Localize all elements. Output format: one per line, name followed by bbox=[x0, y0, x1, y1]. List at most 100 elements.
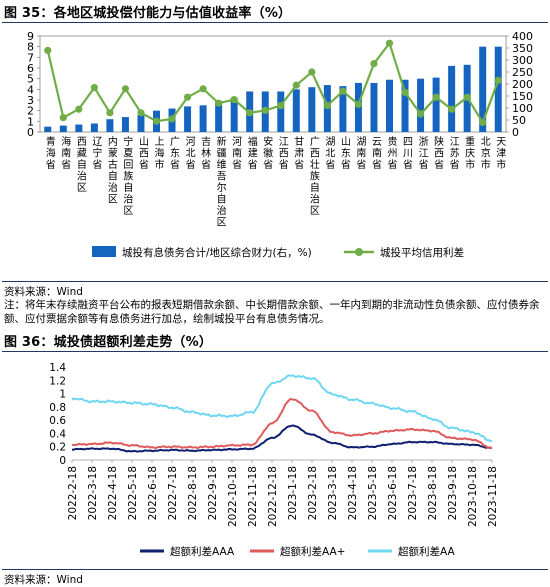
chart1-category-label: 内蒙古自治区 bbox=[108, 135, 118, 206]
chart1-left-tick-label: 8 bbox=[27, 41, 34, 54]
figure-36-bottom-rule bbox=[2, 569, 548, 570]
chart2-x-tick-label: 2022-4-18 bbox=[107, 466, 119, 520]
chart1-category-label: 陕西省 bbox=[434, 135, 444, 171]
chart1-category-label: 上海市 bbox=[155, 136, 165, 171]
chart1-line-point bbox=[385, 39, 394, 47]
chart1-category-label: 江西省 bbox=[279, 136, 289, 171]
chart2-x-tick-label: 2022-9-18 bbox=[207, 466, 219, 520]
chart1-bar bbox=[417, 78, 425, 132]
chart2-y-tick-label: 0.8 bbox=[49, 402, 66, 414]
chart2-legend-label: 超额利差AAA bbox=[170, 545, 235, 558]
chart1-category-label: 西藏自治区 bbox=[77, 137, 87, 194]
chart2-x-tick-label: 2022-2-18 bbox=[67, 466, 79, 520]
chart1-legend: 城投有息债务合计/地区综合财力(右，%) 城投平均信用利差 bbox=[92, 246, 464, 259]
chart1-category-label: 重庆市 bbox=[465, 135, 475, 171]
chart1-left-tick-label: 1 bbox=[27, 115, 34, 128]
chart1-labels: 0123456789050100150200250300350400青海省海南省… bbox=[27, 30, 533, 229]
chart1-category-label: 河南省 bbox=[232, 136, 242, 171]
chart2-legend-label: 超额利差AA+ bbox=[280, 545, 345, 558]
chart1-bar bbox=[277, 91, 285, 132]
chart2-y-tick-label: 1 bbox=[59, 389, 66, 401]
chart1-right-tick-label: 50 bbox=[512, 114, 526, 127]
chart1-line-point bbox=[479, 118, 487, 126]
chart1-category-label: 河北省 bbox=[186, 136, 196, 171]
chart2-series-line bbox=[71, 424, 493, 453]
chart1-category-label: 贵州省 bbox=[388, 135, 398, 171]
chart1-line-point bbox=[183, 93, 192, 101]
chart1-line-point bbox=[59, 114, 67, 122]
chart2-y-tick-label: 0.4 bbox=[49, 428, 66, 440]
chart1-legend-line-marker bbox=[355, 248, 363, 256]
chart1-line-point bbox=[121, 85, 130, 93]
chart1-axes bbox=[37, 35, 509, 133]
figure-35-bottom-rule bbox=[2, 281, 548, 282]
chart2-x-tick-label: 2022-8-18 bbox=[187, 466, 199, 520]
chart1-bar bbox=[448, 65, 456, 132]
chart1-left-tick-label: 6 bbox=[27, 62, 34, 75]
chart1-bar bbox=[90, 123, 98, 132]
chart1-line-point bbox=[401, 88, 409, 96]
chart1-category-label: 新疆维吾尔自治区 bbox=[217, 135, 227, 229]
chart1-right-tick-label: 0 bbox=[512, 126, 519, 139]
chart1-line-point bbox=[292, 81, 300, 89]
chart2-labels: 00.2 0.40.60.81 1.21.4 2022-2-18 2022-3-18 20… bbox=[49, 362, 499, 527]
chart2-y-tick-label: 1.4 bbox=[49, 362, 66, 374]
chart2-series-line bbox=[71, 374, 493, 443]
chart2-x-tick-label: 2023-10-18 bbox=[467, 466, 479, 527]
chart1-category-label: 云南省 bbox=[372, 137, 382, 171]
chart1-category-label: 湖北省 bbox=[325, 136, 335, 171]
chart1-line-point bbox=[137, 109, 145, 117]
chart2-x-tick-label: 2023-9-18 bbox=[447, 466, 459, 520]
chart1-line-point bbox=[152, 117, 161, 125]
chart1-category-label: 广东省 bbox=[170, 136, 180, 171]
chart1-bar bbox=[44, 126, 52, 132]
chart1-category-label: 安徽省 bbox=[263, 135, 273, 171]
chart2-x-tick-label: 2023-8-18 bbox=[427, 466, 439, 520]
chart1-line-point bbox=[215, 99, 223, 107]
chart1-line-point bbox=[246, 109, 254, 117]
figure-36-chart: 00.2 0.40.60.81 1.21.4 2022-2-18 2022-3-18 20… bbox=[49, 362, 499, 558]
chart1-category-label: 广西壮族自治区 bbox=[310, 136, 320, 217]
chart1-bar bbox=[339, 86, 347, 132]
chart1-line-point bbox=[106, 109, 114, 117]
chart1-category-label: 福建省 bbox=[248, 135, 258, 171]
chart1-line-point bbox=[463, 93, 471, 101]
chart2-y-tick-label: 1.2 bbox=[49, 375, 66, 387]
chart1-line-point bbox=[44, 46, 52, 54]
chart1-category-label: 天津市 bbox=[496, 137, 506, 171]
chart1-legend-bar-label: 城投有息债务合计/地区综合财力(右，%) bbox=[122, 246, 312, 259]
chart1-line-point bbox=[75, 105, 83, 113]
figure-35-source: 资料来源：Wind bbox=[4, 286, 83, 298]
chart1-right-tick-label: 150 bbox=[512, 90, 533, 103]
chart1-line-point bbox=[370, 60, 378, 68]
figure-35-chart: 0123456789050100150200250300350400青海省海南省… bbox=[27, 30, 533, 259]
chart2-x-tick-label: 2023-5-18 bbox=[367, 466, 379, 520]
chart1-line-point bbox=[448, 105, 456, 113]
chart1-line-point bbox=[416, 110, 425, 118]
chart2-legend: 超额利差AAA 超额利差AA+ 超额利差AA bbox=[140, 545, 455, 558]
chart2-x-tick-label: 2023-11-18 bbox=[487, 466, 499, 527]
chart1-line-point bbox=[432, 93, 440, 101]
chart1-line-point bbox=[308, 68, 316, 76]
chart1-line-point bbox=[354, 100, 363, 108]
chart1-line-point bbox=[277, 102, 285, 110]
chart1-bar bbox=[106, 119, 114, 132]
chart1-category-label: 青海省 bbox=[46, 135, 56, 171]
chart1-bar bbox=[494, 46, 502, 132]
chart2-axes bbox=[71, 459, 493, 463]
chart1-category-label: 吉林省 bbox=[201, 136, 211, 171]
chart2-x-tick-label: 2023-1-18 bbox=[287, 466, 299, 520]
chart1-bar bbox=[432, 77, 440, 132]
chart1-bar bbox=[121, 117, 129, 132]
chart1-bars bbox=[44, 46, 502, 132]
chart1-bar bbox=[401, 79, 409, 132]
chart1-left-tick-label: 2 bbox=[27, 105, 34, 118]
chart1-right-tick-label: 400 bbox=[512, 30, 533, 43]
figure-36-source: 资料来源：Wind bbox=[4, 574, 83, 586]
chart1-left-tick-label: 4 bbox=[27, 83, 34, 96]
chart2-x-tick-label: 2022-3-18 bbox=[87, 466, 99, 520]
chart2-x-tick-label: 2022-12-18 bbox=[267, 466, 279, 527]
chart1-line-point bbox=[261, 106, 269, 114]
chart1-legend-line-label: 城投平均信用利差 bbox=[380, 246, 464, 259]
chart1-left-tick-label: 0 bbox=[27, 126, 34, 139]
